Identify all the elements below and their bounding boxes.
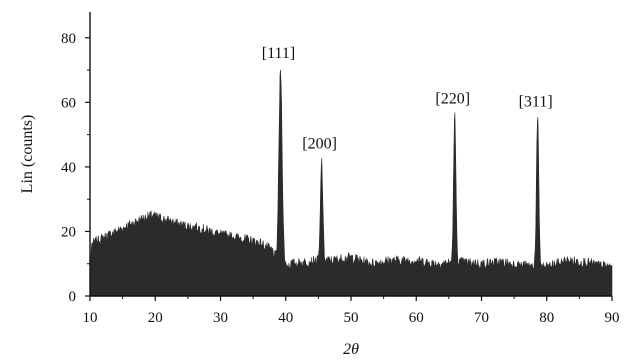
x-tick-label: 30 bbox=[213, 310, 228, 326]
y-ticks: 0 20 40 60 80 bbox=[61, 31, 90, 305]
y-tick-label: 80 bbox=[61, 31, 76, 47]
peak-label: [220] bbox=[435, 90, 470, 107]
diffraction-area bbox=[89, 69, 613, 297]
x-tick-label: 90 bbox=[605, 310, 620, 326]
x-axis-label: 2θ bbox=[343, 341, 359, 358]
y-tick-label: 40 bbox=[61, 160, 76, 176]
x-tick-label: 10 bbox=[83, 310, 98, 326]
diffraction-pattern bbox=[89, 69, 613, 297]
x-tick-label: 80 bbox=[539, 310, 554, 326]
peak-labels: [111] [200] [220] [311] bbox=[262, 45, 553, 152]
x-tick-label: 60 bbox=[409, 310, 424, 326]
x-tick-label: 50 bbox=[344, 310, 359, 326]
peak-label: [311] bbox=[519, 94, 553, 111]
y-tick-label: 0 bbox=[69, 289, 77, 305]
x-tick-label: 20 bbox=[148, 310, 163, 326]
y-tick-label: 60 bbox=[61, 95, 76, 111]
x-tick-label: 40 bbox=[278, 310, 293, 326]
peak-label: [200] bbox=[302, 135, 337, 152]
y-tick-label: 20 bbox=[61, 224, 76, 240]
x-tick-label: 70 bbox=[474, 310, 489, 326]
x-ticks: 10 20 30 40 50 60 70 80 90 bbox=[83, 296, 620, 326]
peak-label: [111] bbox=[262, 45, 295, 62]
y-axis-label: Lin (counts) bbox=[19, 115, 36, 194]
